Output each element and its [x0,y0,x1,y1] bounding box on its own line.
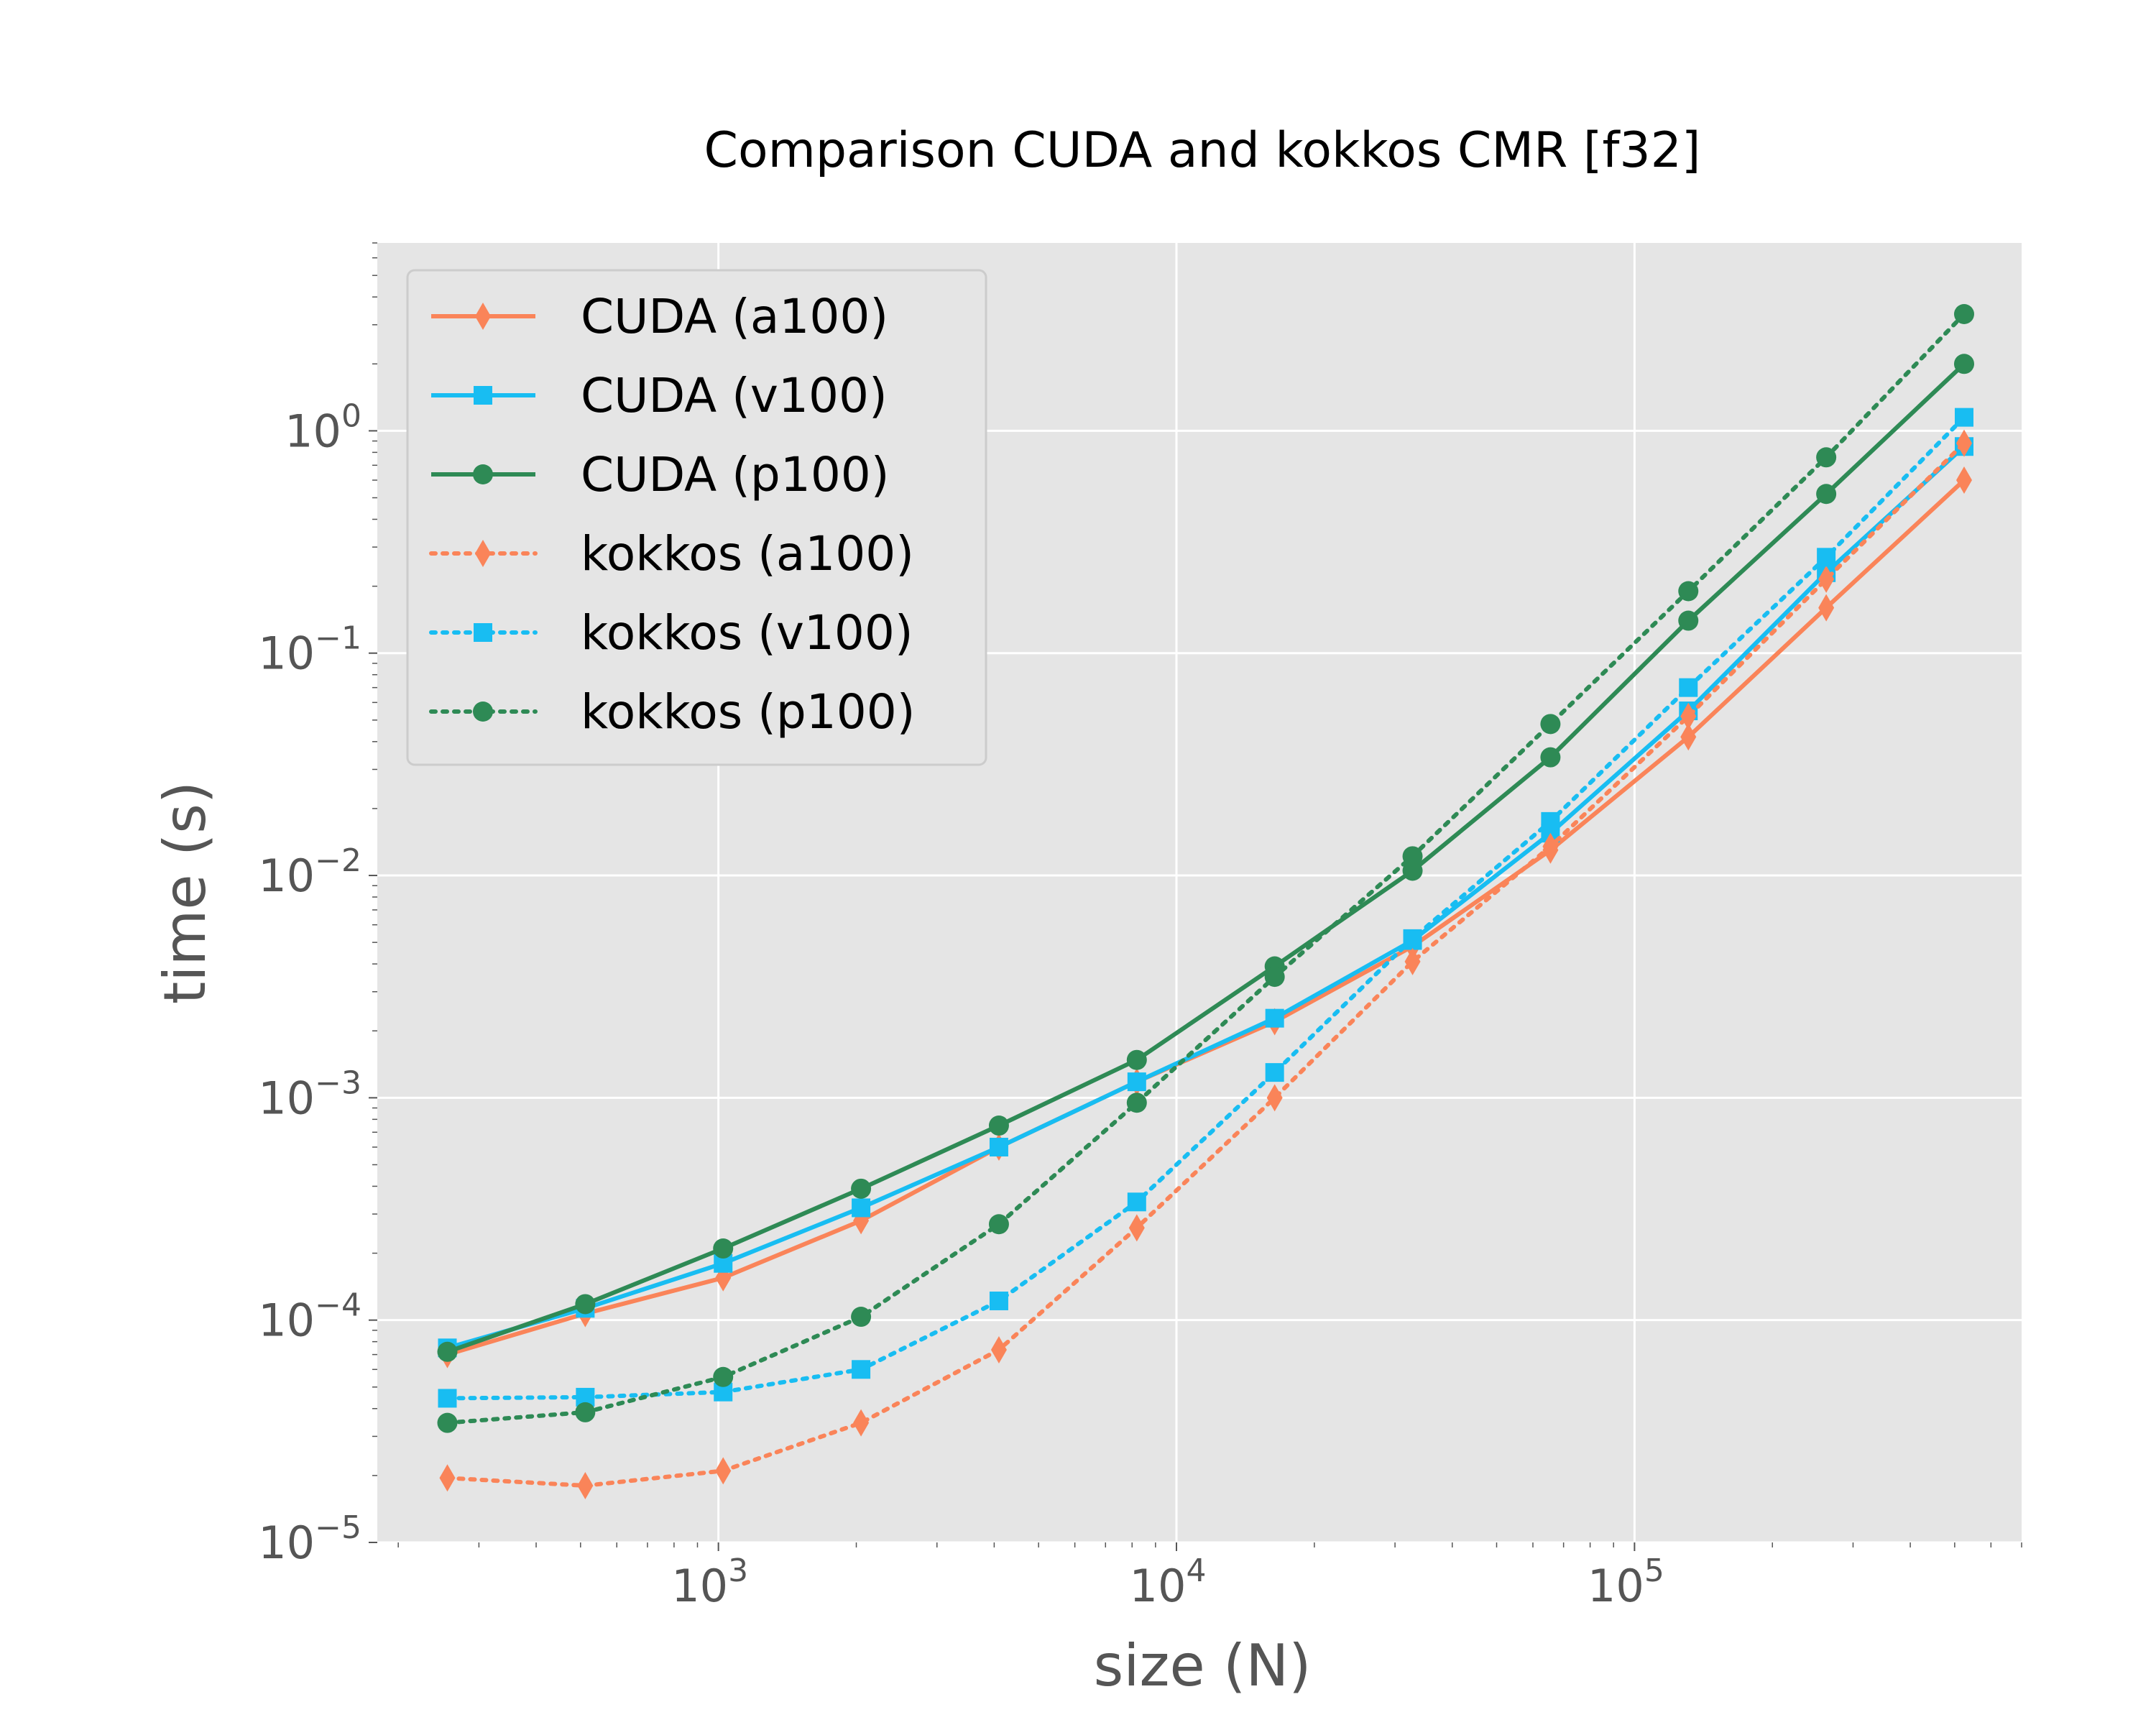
data-point [1264,967,1285,988]
series-kokkos-a100 [439,429,1972,1500]
data-point [852,1198,871,1218]
data-point [1126,1092,1147,1113]
legend-frame [406,269,987,766]
x-axis-ticks: 103 104 105 [671,1542,1664,1612]
legend-label: CUDA (v100) [581,368,888,423]
data-point [1955,429,1972,457]
data-point [1402,846,1423,867]
y-tick-label: 10−5 [258,1509,361,1569]
data-point [988,1116,1009,1136]
minor-ticks [372,242,2022,1547]
data-point [1542,832,1559,860]
data-point [437,1412,458,1433]
data-point [439,1464,456,1492]
series-line [445,441,1966,1488]
data-point [1817,548,1836,567]
chart-title: Comparison CUDA and kokkos CMR [f32] [704,122,1701,179]
y-axis-label: time (s) [152,781,218,1004]
data-point [988,1214,1009,1235]
data-point [851,1307,872,1328]
data-point [1127,1072,1146,1092]
x-tick-label: 104 [1130,1552,1207,1612]
y-axis-ticks: 100 10−1 10−2 10−3 10−4 10−5 [258,397,377,1569]
x-tick-label: 103 [671,1552,748,1612]
legend-marker [473,464,493,484]
data-point [852,1360,871,1379]
legend-marker [475,303,491,330]
legend-marker [474,386,492,405]
data-point [1404,947,1421,975]
data-point [989,1291,1008,1310]
y-tick-label: 10−4 [258,1287,361,1347]
series-kokkos-p100 [437,303,1974,1433]
data-point [990,1336,1007,1364]
series-line [446,444,1966,1351]
data-point [1953,354,1974,374]
data-point [438,1389,457,1408]
data-point [989,1137,1008,1156]
series-line [446,362,1966,1354]
series-layer [437,303,1974,1500]
legend-label: kokkos (p100) [581,684,915,740]
data-point [1265,1063,1284,1082]
y-tick-label: 10−1 [258,620,361,680]
legend-label: CUDA (p100) [581,447,890,502]
legend-marker [475,540,491,567]
data-point [1126,1049,1147,1070]
legend-label: CUDA (a100) [581,289,888,344]
data-point [1818,594,1835,622]
data-point [1818,565,1835,593]
data-point [1955,466,1972,494]
data-point [1680,723,1697,751]
data-point [1680,702,1697,730]
data-point [1540,747,1561,768]
y-tick-label: 10−3 [258,1064,361,1124]
data-point [1953,303,1974,324]
legend-label: kokkos (a100) [581,526,914,581]
data-point [1265,1008,1284,1028]
data-point [853,1409,870,1437]
x-tick-label: 105 [1588,1552,1664,1612]
data-point [1127,1192,1146,1212]
x-axis-label: size (N) [1094,1632,1312,1699]
data-point [1678,581,1699,602]
data-point [713,1366,734,1387]
data-point [1678,610,1699,631]
data-point [713,1238,734,1259]
data-point [1816,484,1837,505]
legend: CUDA (a100) CUDA (v100) CUDA (p100) kokkos … [406,269,987,766]
data-point [715,1457,732,1485]
data-point [575,1294,596,1315]
series-line [445,312,1966,1425]
data-point [1954,408,1973,427]
data-point [1679,678,1698,697]
data-point [1402,860,1423,881]
data-point [575,1402,596,1422]
data-point [437,1341,458,1362]
series-kokkos-v100 [438,408,1973,1408]
data-point [1266,1084,1283,1112]
data-point [1128,1214,1145,1242]
data-point [851,1178,872,1199]
y-tick-label: 10−2 [258,842,361,902]
series-line [445,415,1966,1401]
data-point [1816,447,1837,468]
series-cuda-p100 [437,354,1974,1362]
data-point [577,1472,594,1500]
data-point [1403,929,1422,948]
legend-label: kokkos (v100) [581,605,913,661]
data-point [1541,811,1560,831]
y-tick-label: 100 [285,397,361,457]
legend-marker [474,623,492,642]
data-point [1540,714,1561,735]
legend-marker [473,702,493,722]
